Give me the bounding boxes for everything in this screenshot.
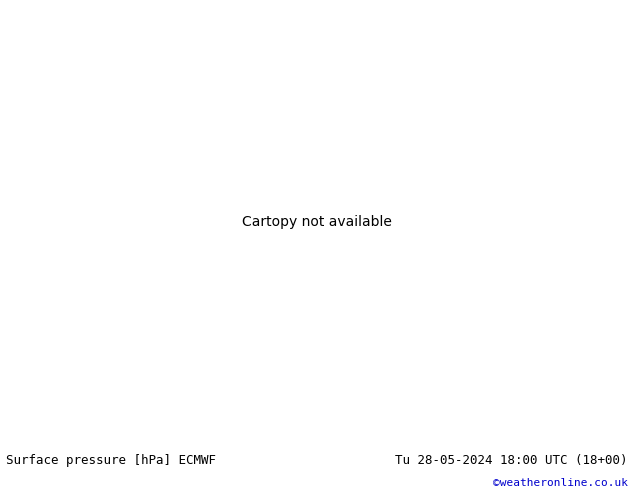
Text: Cartopy not available: Cartopy not available: [242, 216, 392, 229]
Text: Surface pressure [hPa] ECMWF: Surface pressure [hPa] ECMWF: [6, 454, 216, 467]
Text: Tu 28-05-2024 18:00 UTC (18+00): Tu 28-05-2024 18:00 UTC (18+00): [395, 454, 628, 467]
Text: ©weatheronline.co.uk: ©weatheronline.co.uk: [493, 478, 628, 488]
